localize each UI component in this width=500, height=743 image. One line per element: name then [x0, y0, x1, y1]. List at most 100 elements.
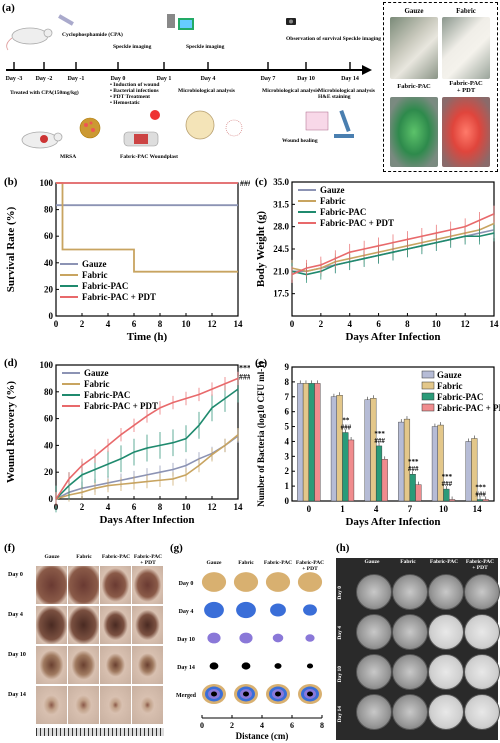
column-label: Gauze [207, 560, 223, 566]
timeline-day-label: Day 14 [341, 76, 359, 82]
photo-label-gauze: Gauze [404, 7, 424, 15]
y-tick-label: 3 [285, 451, 290, 461]
wound-trace-merged [243, 691, 249, 697]
photo-pdt [442, 97, 490, 167]
agar-plate-grid: Gauze Fabric Fabric-PAC Fabric-PAC + PDT Day… [336, 558, 500, 740]
significance-label: *** [374, 430, 385, 438]
y-tick-label: 2 [285, 466, 290, 476]
column-label: Fabric [76, 554, 92, 560]
y-tick-label: 80 [44, 387, 54, 397]
wound-photo [68, 566, 99, 604]
row-label: Day 4 [179, 609, 194, 615]
cpa-note: Cyclophosphamide (CPA) [62, 31, 123, 38]
agar-plate [464, 614, 500, 650]
legend-swatch [421, 381, 435, 390]
speckle-note-1: Speckle imaging [113, 44, 152, 50]
significance-label: ### [442, 480, 453, 488]
agar-plate [392, 654, 428, 690]
significance-label: ### [475, 491, 486, 499]
legend-swatch [421, 370, 435, 379]
y-tick-label: 80 [44, 205, 54, 215]
y-tick-label: 20 [44, 467, 54, 477]
series-line [55, 377, 239, 500]
agar-plate [464, 654, 500, 690]
wound-photo [68, 646, 99, 684]
bar [375, 445, 383, 502]
agar-plate [356, 654, 392, 690]
wound-trace [306, 663, 314, 669]
significance-label: ### [341, 424, 352, 432]
significance-label: ### [408, 465, 419, 473]
photo-label-fabric: Fabric [456, 7, 476, 15]
legend-label: Fabric-PAC + PDT [84, 401, 158, 411]
row-label: Day 0 [179, 581, 194, 587]
column-label: Fabric [400, 559, 416, 565]
timeline-day-label: Day 4 [201, 76, 216, 82]
wound-trace [204, 601, 224, 619]
column-label: Fabric-PAC + PDT [465, 559, 495, 571]
x-tick-label: 10 [432, 319, 442, 329]
woundplast-icon [123, 110, 160, 147]
timeline-day-label: Day 0 [111, 76, 126, 82]
panel-label-h: (h) [336, 542, 350, 554]
wound-photo [36, 606, 67, 644]
bar [431, 426, 438, 502]
legend-label: Fabric-PAC + PDT [437, 403, 500, 413]
legend-label: Fabric [84, 379, 110, 389]
panel-label-e: (e) [255, 357, 268, 369]
y-tick-label: 4 [285, 436, 290, 446]
column-label: Fabric-PAC [296, 560, 324, 566]
wound-photo [132, 686, 163, 724]
x-tick-label: 0 [290, 319, 295, 329]
panel-label-g: (g) [170, 542, 183, 554]
x-tick-label: 6 [132, 502, 137, 512]
bar [482, 499, 489, 502]
mouse-illustration [6, 27, 53, 51]
photo-label-pdt: Fabric-PAC + PDT [449, 80, 483, 94]
panel-label-a: (a) [2, 2, 15, 14]
x-axis-label: Distance (cm) [236, 731, 289, 741]
wound-trace [241, 662, 251, 670]
wound-trace-merged [307, 691, 313, 697]
mouse-illustration-2 [21, 131, 63, 149]
healing-label: Wound healing [282, 138, 318, 144]
wound-trace-merged [211, 691, 217, 697]
treatment-photo-box: Gauze Fabric Fabric-PAC Fabric-PAC + PDT [383, 2, 498, 172]
legend-swatch [421, 392, 435, 401]
row-label: Day 0 [337, 586, 343, 600]
legend-label: Gauze [437, 370, 462, 380]
y-tick-label: 5 [285, 422, 290, 432]
x-tick-label: 2 [80, 319, 85, 329]
x-tick-label: 12 [208, 319, 218, 329]
timeline-day-label: Day -1 [68, 76, 85, 82]
x-tick-label: 8 [158, 502, 163, 512]
agar-plate [356, 574, 392, 610]
legend-label: Fabric-PAC + PDT [320, 218, 394, 228]
wound-trace [303, 604, 317, 616]
x-axis-label: Days After Infection [345, 331, 440, 343]
bar [403, 418, 411, 502]
significance-label: ### [240, 179, 250, 188]
column-label: Gauze [364, 559, 380, 565]
micro-note-3: Microbiological analysis H&E staining [318, 88, 376, 100]
wound-trace [233, 572, 259, 592]
bar [415, 484, 422, 502]
syringe-icon [58, 14, 74, 26]
legend-swatch [421, 403, 435, 412]
bar [437, 424, 444, 502]
y-tick-label: 9 [285, 362, 290, 372]
legend-label: Fabric [82, 270, 108, 280]
bar [348, 439, 355, 502]
y-tick-label: 21.0 [273, 266, 289, 276]
y-tick-label: 0 [49, 494, 54, 504]
photo-label-pac: Fabric-PAC [397, 83, 431, 90]
agar-plate [392, 574, 428, 610]
body-weight-chart: 0 2 4 6 8 10 12 14 17.5 21.0 24.5 28.0 31.5 35.0 Days … [255, 178, 499, 343]
wound-photo [132, 566, 163, 604]
agar-plate [464, 574, 500, 610]
x-axis-label: Time (h) [127, 331, 168, 343]
column-label: Gauze [44, 554, 60, 560]
petri-dish-icon [185, 110, 243, 140]
bar [476, 499, 484, 502]
